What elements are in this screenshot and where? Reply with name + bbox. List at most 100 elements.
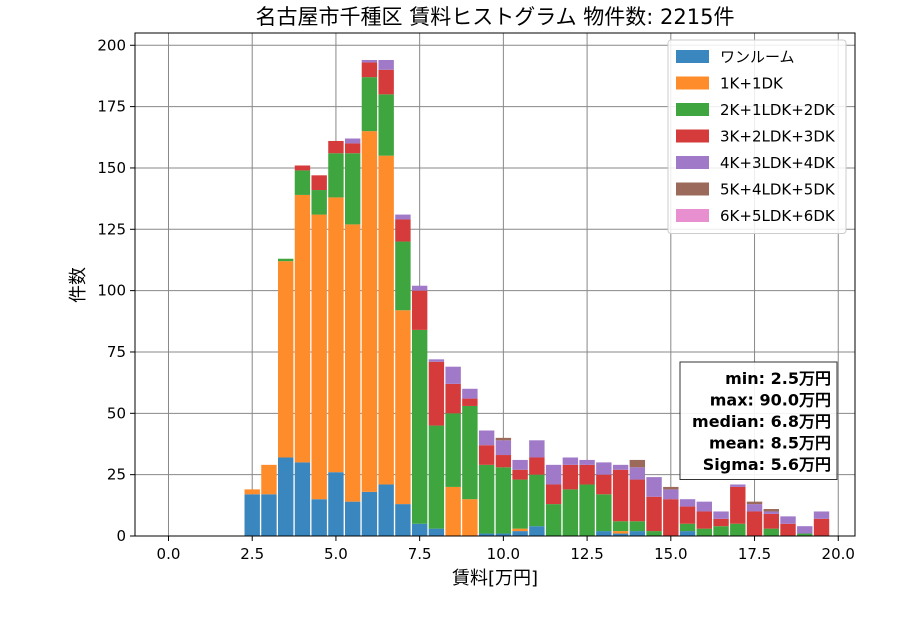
y-axis-ticks: 0 25 50 75 100 125 150 175 200 (97, 36, 135, 545)
legend-label: 1K+1DK (720, 75, 784, 93)
bar (562, 457, 579, 465)
bar (344, 224, 361, 502)
bar (261, 464, 277, 495)
bar (294, 165, 311, 171)
bar (512, 528, 528, 532)
bar (378, 484, 394, 536)
bar (730, 523, 746, 536)
bar (495, 437, 512, 441)
bar (378, 69, 394, 95)
bar (529, 457, 545, 475)
stats-box: min: 2.5万円 max: 90.0万円 median: 6.8万円 mean: … (679, 361, 838, 480)
legend: ワンルーム 1K+1DK 2K+1LDK+2DK 3K+2LDK+3DK 4K+3LDK… (667, 39, 847, 234)
bars (244, 59, 830, 536)
stats-line: Sigma: 5.6万円 (703, 455, 831, 474)
bar (612, 464, 629, 470)
legend-swatch (676, 156, 709, 169)
bar (445, 366, 461, 384)
bar (596, 531, 612, 536)
bar (629, 479, 646, 522)
bar (545, 464, 562, 485)
x-tick-label: 7.5 (408, 545, 432, 563)
bar (596, 494, 612, 532)
stats-line: max: 90.0万円 (710, 391, 831, 410)
legend-swatch (676, 209, 709, 222)
bar (545, 484, 562, 505)
bar (428, 361, 445, 426)
bar (445, 486, 461, 536)
bar (462, 388, 478, 399)
bar (763, 528, 779, 536)
bar (478, 445, 495, 465)
bar (629, 467, 646, 480)
bar (813, 511, 830, 519)
bar (411, 285, 428, 291)
bar (646, 531, 662, 536)
bar (730, 484, 746, 487)
stats-line: min: 2.5万円 (725, 369, 831, 388)
bar (646, 477, 662, 497)
bar (495, 440, 512, 456)
bar (462, 499, 478, 536)
bar (612, 533, 629, 536)
y-axis-label: 件数 (68, 267, 89, 303)
bar (428, 425, 445, 529)
bar (328, 197, 344, 473)
bar (411, 290, 428, 330)
bar (529, 440, 545, 458)
legend-box (667, 39, 847, 234)
bar (395, 310, 411, 505)
bar (445, 413, 461, 487)
legend-swatch (676, 182, 709, 196)
bar (746, 511, 763, 536)
bar (797, 526, 813, 534)
bar (646, 496, 662, 532)
bar (746, 501, 763, 505)
bar (663, 499, 679, 536)
bar (395, 219, 411, 242)
x-tick-label: 12.5 (570, 545, 603, 563)
bar (361, 131, 378, 492)
bar (562, 489, 579, 536)
bar (311, 214, 327, 500)
bar (277, 261, 294, 458)
bar (395, 504, 411, 536)
bar (311, 190, 327, 215)
bar (411, 329, 428, 524)
bar (478, 464, 495, 534)
bar (713, 518, 729, 527)
bar (512, 531, 528, 536)
bar (512, 459, 528, 470)
bar (294, 194, 311, 463)
x-tick-label: 20.0 (822, 545, 855, 563)
bar (294, 170, 311, 195)
legend-label: ワンルーム (720, 48, 795, 66)
bar (713, 526, 729, 536)
bar (395, 241, 411, 311)
legend-swatch (676, 76, 709, 90)
x-tick-label: 17.5 (738, 545, 771, 563)
stats-line: mean: 8.5万円 (709, 434, 831, 453)
bar (730, 486, 746, 524)
bar (629, 459, 646, 468)
bar (545, 504, 562, 536)
bar (596, 474, 612, 495)
bar (361, 59, 378, 63)
bar (244, 489, 260, 495)
chart-title: 名古屋市千種区 賃料ヒストグラム 物件数: 2215件 (256, 5, 735, 29)
x-tick-label: 5.0 (324, 545, 348, 563)
bar (696, 511, 713, 529)
y-tick-label: 0 (116, 527, 126, 545)
bar (311, 499, 327, 536)
bar (612, 521, 629, 532)
bar (679, 506, 696, 524)
bar (361, 77, 378, 132)
bar (495, 467, 512, 534)
bar (562, 464, 579, 490)
bar (344, 501, 361, 536)
bar (378, 94, 394, 156)
legend-swatch (676, 50, 709, 63)
legend-label: 5K+4LDK+5DK (720, 181, 836, 199)
y-tick-label: 125 (97, 220, 126, 238)
bar (696, 501, 713, 512)
